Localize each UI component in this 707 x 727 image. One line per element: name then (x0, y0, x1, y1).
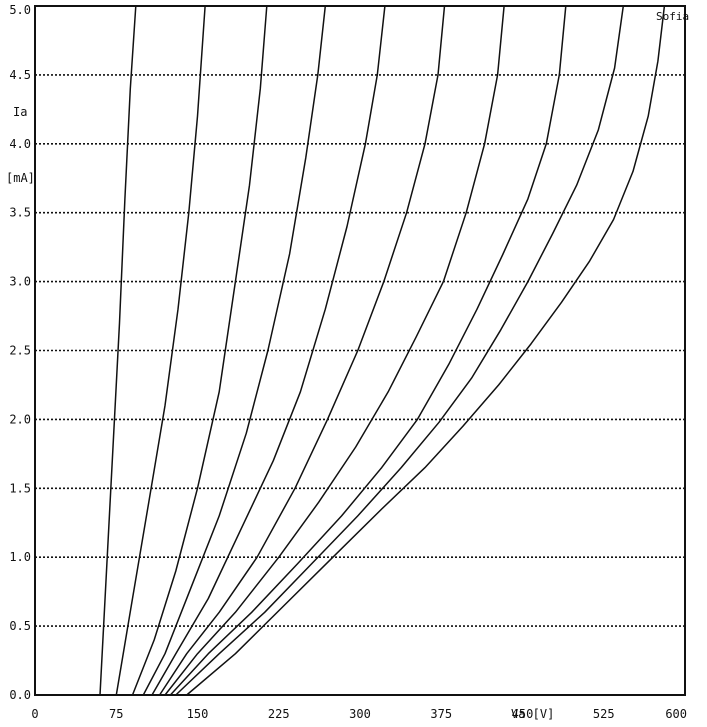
y-tick-label: 1.5 (9, 481, 31, 495)
series-line (151, 5, 386, 696)
plot-frame (34, 5, 686, 696)
series-line (115, 5, 206, 696)
y-axis-label-line1: Ia (13, 105, 27, 119)
legend-label: Sofia (656, 10, 689, 23)
series-line (175, 5, 625, 696)
x-tick-labels: 0 75 150 225 300 375 450 525 600 (31, 707, 687, 721)
x-tick-label: 0 (31, 707, 38, 721)
y-tick-label: 3.5 (9, 206, 31, 220)
x-tick-label: 375 (430, 707, 452, 721)
x-tick-label: 225 (268, 707, 290, 721)
y-tick-label: 3.0 (9, 275, 31, 289)
y-tick-label: 0.5 (9, 619, 31, 633)
y-tick-label: 2.0 (9, 412, 31, 426)
y-tick-labels: 0.0 0.5 1.0 1.5 2.0 2.5 3.0 3.5 4.0 4.5 5.0 (9, 3, 31, 702)
curve-layer (99, 5, 666, 696)
y-axis-label-line2: [mA] (6, 171, 35, 185)
y-tick-label: 4.5 (9, 68, 31, 82)
x-axis-label: Va [V] (511, 707, 554, 721)
series-line (158, 5, 446, 696)
series-line (131, 5, 268, 696)
x-tick-label: 600 (665, 707, 687, 721)
series-line (164, 5, 505, 696)
x-tick-label: 525 (593, 707, 615, 721)
x-tick-label: 300 (349, 707, 371, 721)
series-line (99, 5, 137, 696)
y-tick-label: 1.0 (9, 550, 31, 564)
grid-layer (35, 74, 685, 627)
series-line (186, 5, 666, 696)
x-tick-label: 150 (187, 707, 209, 721)
x-tick-label: 450 (512, 707, 534, 721)
series-line (169, 5, 567, 696)
y-tick-label: 0.0 (9, 688, 31, 702)
series-line (142, 5, 327, 696)
y-tick-label: 4.0 (9, 137, 31, 151)
x-tick-label: 75 (109, 707, 123, 721)
y-tick-label: 2.5 (9, 344, 31, 358)
y-tick-label: 5.0 (9, 3, 31, 17)
